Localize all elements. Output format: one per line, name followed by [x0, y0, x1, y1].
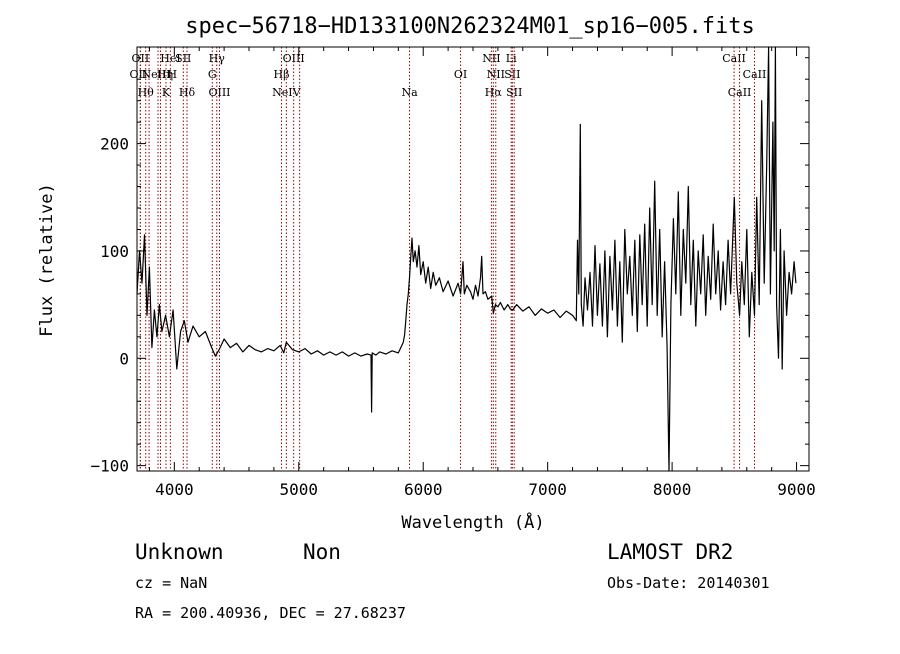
spectral-line-label: SII — [506, 86, 522, 99]
spectral-line-label: OIII — [283, 52, 305, 65]
spectral-line-label: K — [162, 86, 171, 99]
obs-date-text: Obs-Date: 20140301 — [607, 574, 770, 592]
x-tick-label: 4000 — [155, 480, 194, 499]
x-axis-title: Wavelength (Å) — [401, 511, 544, 533]
spectral-line-label: G — [208, 68, 217, 81]
spectral-line-label: NII — [487, 68, 505, 81]
x-tick-label: 9000 — [777, 480, 816, 499]
spectral-line-label: Hβ — [274, 68, 290, 81]
x-tick-label: 6000 — [404, 480, 443, 499]
spectral-line-label: CaII — [722, 52, 746, 65]
redshift-text: cz = NaN — [135, 574, 207, 592]
y-tick-label: 100 — [100, 242, 129, 261]
x-tick-label: 7000 — [528, 480, 567, 499]
spectral-line-label: SII — [175, 52, 191, 65]
y-tick-label: 0 — [119, 349, 129, 368]
spectral-line-label: OI — [454, 68, 467, 81]
spectral-line-label: Hα — [485, 86, 503, 99]
spectral-line-label: OIII — [208, 86, 230, 99]
spectral-line-label: SII — [504, 68, 520, 81]
spectral-line-label: Na — [401, 86, 418, 99]
spectral-line-label: NII — [482, 52, 500, 65]
x-tick-label: 8000 — [653, 480, 692, 499]
plot-frame — [136, 46, 810, 472]
spectral-line-label: CaII — [743, 68, 767, 81]
coordinates-text: RA = 200.40936, DEC = 27.68237 — [135, 604, 406, 622]
spectrum-line — [136, 46, 797, 472]
spectral-line-label: Hδ — [179, 86, 196, 99]
spectral-line-label: Li — [506, 52, 517, 65]
spectral-line-label: CaII — [728, 86, 752, 99]
y-tick-label: −100 — [90, 457, 129, 476]
x-tick-label: 5000 — [280, 480, 319, 499]
survey-label: LAMOST DR2 — [607, 540, 733, 564]
spectral-line-label: NeIII — [141, 68, 170, 81]
spectral-line-label: Hη — [157, 68, 173, 81]
class-label: Unknown — [135, 540, 224, 564]
subclass-label: Non — [303, 540, 341, 564]
spectral-line-label: Hθ — [138, 86, 155, 99]
plot-area: OIIOIIHθHηNeIIIHeIKHSIIHδGHγOIIIHβNeIVOI… — [90, 46, 816, 499]
spectral-line-label: Hγ — [209, 52, 226, 65]
y-axis-title: Flux (relative) — [37, 183, 57, 337]
spectral-line-label: H — [168, 68, 178, 81]
y-tick-label: 200 — [100, 135, 129, 154]
spectral-line-label: OII — [130, 68, 148, 81]
chart-title: spec−56718−HD133100N262324M01_sp16−005.f… — [185, 14, 755, 39]
spectral-line-label: NeIV — [272, 86, 301, 99]
